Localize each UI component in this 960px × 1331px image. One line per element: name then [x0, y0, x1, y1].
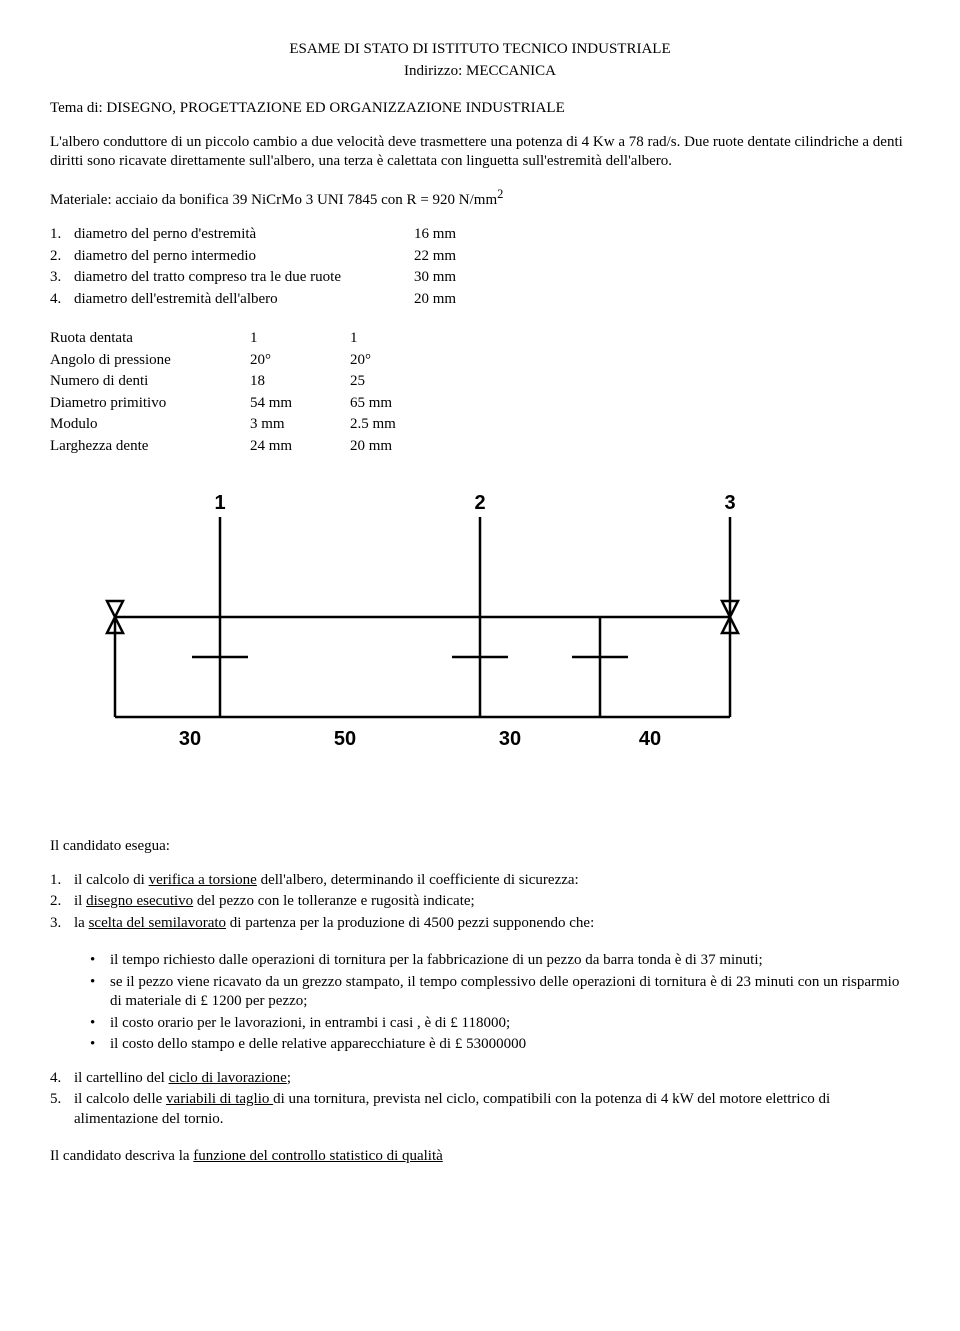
svg-text:1: 1: [214, 492, 225, 514]
task-num: 1.: [50, 871, 74, 891]
bullet-text: il costo orario per le lavorazioni, in e…: [110, 1014, 910, 1034]
gear-row: Angolo di pressione20°20°: [50, 350, 450, 372]
material-exp: 2: [497, 187, 503, 201]
svg-text:50: 50: [334, 728, 356, 750]
task-text: il disegno esecutivo del pezzo con le to…: [74, 892, 910, 912]
final-line: Il candidato descriva la funzione del co…: [50, 1147, 910, 1167]
task-num: 5.: [50, 1090, 74, 1129]
gear-col-a: 20°: [250, 350, 350, 372]
task-num: 2.: [50, 892, 74, 912]
final-prefix: Il candidato descriva la: [50, 1148, 193, 1164]
gear-col-a: 18: [250, 371, 350, 393]
task-item: 4.il cartellino del ciclo di lavorazione…: [50, 1069, 910, 1089]
tema-line: Tema di: DISEGNO, PROGETTAZIONE ED ORGAN…: [50, 99, 910, 119]
dim-label: diametro del tratto compreso tra le due …: [74, 267, 414, 289]
dim-label: diametro del perno intermedio: [74, 246, 414, 268]
bullet-item: •il costo dello stampo e delle relative …: [90, 1035, 910, 1055]
gear-label: Angolo di pressione: [50, 350, 250, 372]
gear-col-b: 1: [350, 328, 450, 350]
task-item: 3.la scelta del semilavorato di partenza…: [50, 914, 910, 934]
svg-text:40: 40: [639, 728, 661, 750]
gear-col-b: 2.5 mm: [350, 414, 450, 436]
dim-value: 30 mm: [414, 267, 474, 289]
intro-paragraph: L'albero conduttore di un piccolo cambio…: [50, 133, 910, 172]
gear-col-b: 20 mm: [350, 436, 450, 458]
header-title: ESAME DI STATO DI ISTITUTO TECNICO INDUS…: [50, 40, 910, 60]
dim-label: diametro dell'estremità dell'albero: [74, 289, 414, 311]
dim-num: 4.: [50, 289, 74, 311]
gear-col-a: 24 mm: [250, 436, 350, 458]
bullet-icon: •: [90, 973, 110, 1012]
gear-col-a: 1: [250, 328, 350, 350]
gear-col-a: 3 mm: [250, 414, 350, 436]
tasks-list-2: 4.il cartellino del ciclo di lavorazione…: [50, 1069, 910, 1130]
dimension-row: 1.diametro del perno d'estremità16 mm: [50, 224, 474, 246]
bullet-icon: •: [90, 1014, 110, 1034]
svg-text:30: 30: [179, 728, 201, 750]
bullet-icon: •: [90, 951, 110, 971]
dimension-row: 3.diametro del tratto compreso tra le du…: [50, 267, 474, 289]
dimension-list: 1.diametro del perno d'estremità16 mm2.d…: [50, 224, 474, 310]
gear-label: Diametro primitivo: [50, 393, 250, 415]
tasks-list: 1.il calcolo di verifica a torsione dell…: [50, 871, 910, 934]
gear-row: Larghezza dente24 mm20 mm: [50, 436, 450, 458]
bullet-item: •il costo orario per le lavorazioni, in …: [90, 1014, 910, 1034]
gear-col-b: 25: [350, 371, 450, 393]
task-text: il calcolo di verifica a torsione dell'a…: [74, 871, 910, 891]
bullet-item: •il tempo richiesto dalle operazioni di …: [90, 951, 910, 971]
gear-label: Larghezza dente: [50, 436, 250, 458]
task-text: il calcolo delle variabili di taglio di …: [74, 1090, 910, 1129]
task-item: 5.il calcolo delle variabili di taglio d…: [50, 1090, 910, 1129]
gear-col-b: 65 mm: [350, 393, 450, 415]
dimension-row: 2.diametro del perno intermedio22 mm: [50, 246, 474, 268]
material-text: Materiale: acciaio da bonifica 39 NiCrMo…: [50, 192, 497, 208]
header-subtitle: Indirizzo: MECCANICA: [50, 62, 910, 82]
final-underline: funzione del controllo statistico di qua…: [193, 1148, 443, 1164]
gear-table: Ruota dentata11Angolo di pressione20°20°…: [50, 328, 450, 457]
task-num: 3.: [50, 914, 74, 934]
dim-num: 3.: [50, 267, 74, 289]
gear-row: Modulo3 mm2.5 mm: [50, 414, 450, 436]
shaft-diagram: 1 2 3 30 50 30 40: [50, 487, 910, 777]
gear-label: Numero di denti: [50, 371, 250, 393]
task-text: la scelta del semilavorato di partenza p…: [74, 914, 910, 934]
bullet-icon: •: [90, 1035, 110, 1055]
dim-value: 16 mm: [414, 224, 474, 246]
bullet-text: il costo dello stampo e delle relative a…: [110, 1035, 910, 1055]
gear-col-a: 54 mm: [250, 393, 350, 415]
svg-text:30: 30: [499, 728, 521, 750]
task-item: 1.il calcolo di verifica a torsione dell…: [50, 871, 910, 891]
gear-row: Ruota dentata11: [50, 328, 450, 350]
task-text: il cartellino del ciclo di lavorazione;: [74, 1069, 910, 1089]
gear-label: Modulo: [50, 414, 250, 436]
material-line: Materiale: acciaio da bonifica 39 NiCrMo…: [50, 186, 910, 211]
sub-bullets: •il tempo richiesto dalle operazioni di …: [90, 951, 910, 1055]
gear-label: Ruota dentata: [50, 328, 250, 350]
dim-value: 20 mm: [414, 289, 474, 311]
svg-text:3: 3: [724, 492, 735, 514]
task-num: 4.: [50, 1069, 74, 1089]
bullet-text: se il pezzo viene ricavato da un grezzo …: [110, 973, 910, 1012]
gear-row: Numero di denti1825: [50, 371, 450, 393]
dimension-row: 4.diametro dell'estremità dell'albero20 …: [50, 289, 474, 311]
dim-value: 22 mm: [414, 246, 474, 268]
gear-col-b: 20°: [350, 350, 450, 372]
gear-row: Diametro primitivo54 mm65 mm: [50, 393, 450, 415]
dim-num: 1.: [50, 224, 74, 246]
task-item: 2.il disegno esecutivo del pezzo con le …: [50, 892, 910, 912]
candidate-prompt: Il candidato esegua:: [50, 837, 910, 857]
svg-text:2: 2: [474, 492, 485, 514]
bullet-text: il tempo richiesto dalle operazioni di t…: [110, 951, 910, 971]
dim-num: 2.: [50, 246, 74, 268]
bullet-item: •se il pezzo viene ricavato da un grezzo…: [90, 973, 910, 1012]
dim-label: diametro del perno d'estremità: [74, 224, 414, 246]
